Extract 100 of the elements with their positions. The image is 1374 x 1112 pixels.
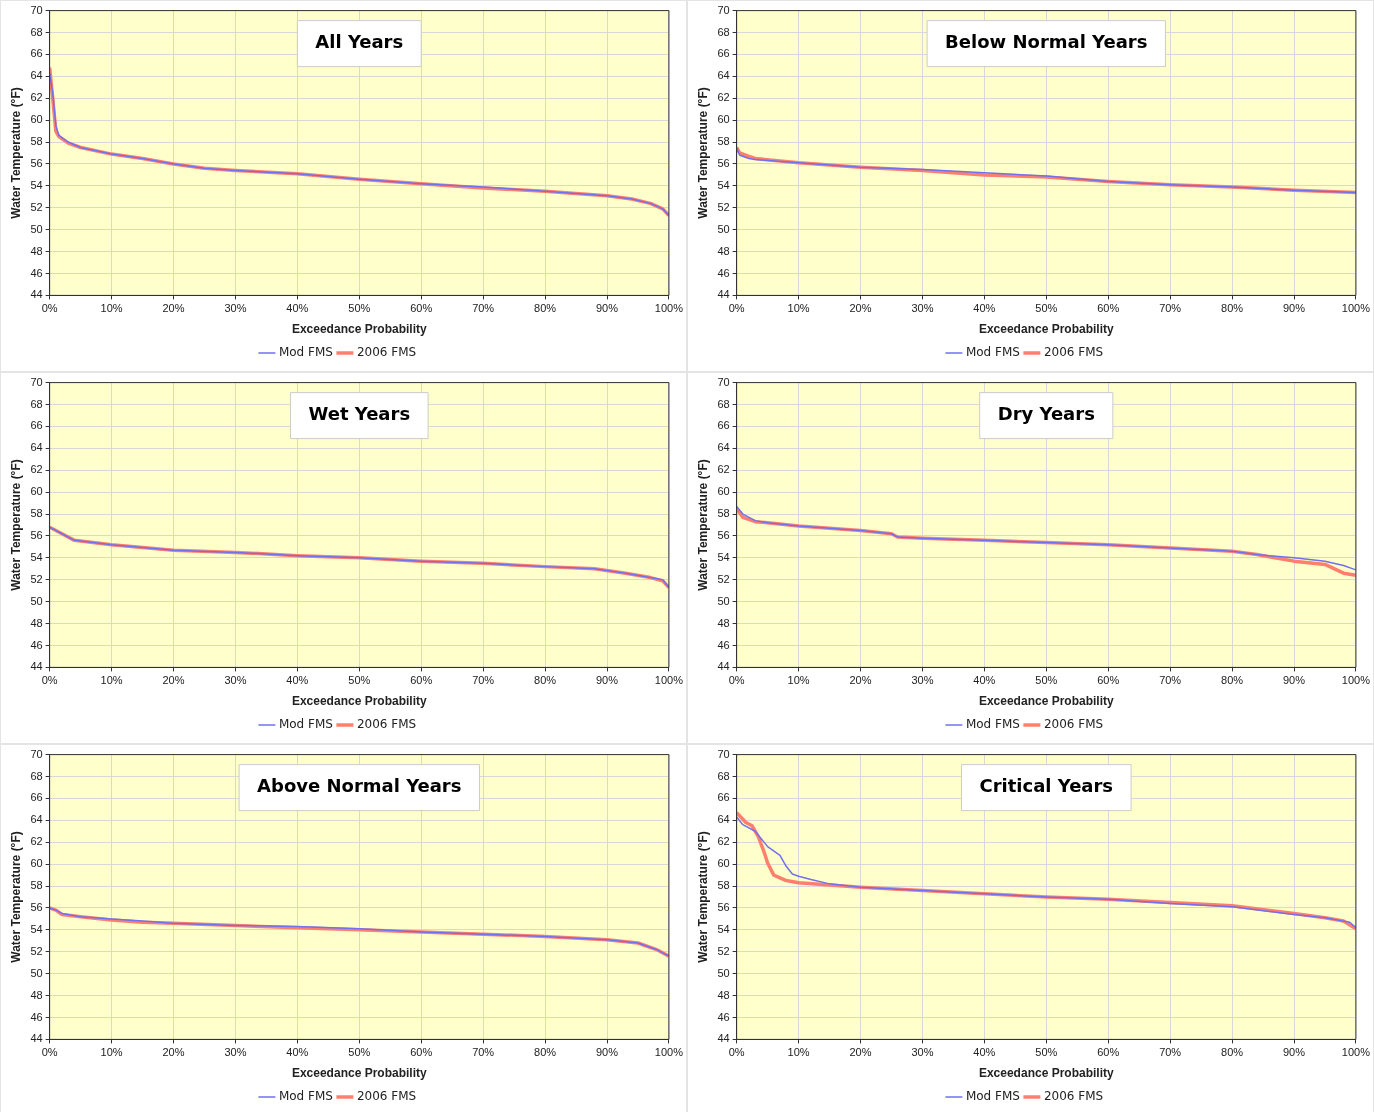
text: Below Normal Years — [945, 31, 1148, 53]
y-tick-label: 54 — [30, 550, 43, 563]
y-tick-label: 48 — [30, 616, 43, 629]
y-tick-label: 48 — [30, 988, 43, 1001]
x-tick-label: 30% — [224, 302, 247, 315]
y-tick-label: 62 — [30, 463, 43, 476]
y-tick-label: 64 — [717, 441, 730, 454]
y-axis-title: Water Temperature (°F) — [695, 87, 710, 219]
y-tick-label: 64 — [30, 441, 43, 454]
x-tick-label: 10% — [787, 674, 810, 687]
x-tick-label: 20% — [162, 1046, 185, 1059]
x-tick-label: 40% — [973, 302, 996, 315]
x-axis-title: Exceedance Probability — [978, 1066, 1114, 1081]
y-tick-label: 70 — [717, 3, 730, 16]
legend-label: 2006 FMS — [356, 1089, 417, 1104]
x-tick-label: 30% — [911, 1046, 934, 1059]
x-tick-label: 80% — [1221, 1046, 1244, 1059]
x-tick-label: 0% — [41, 302, 58, 315]
text: Wet Years — [308, 403, 411, 425]
y-axis-title: Water Temperature (°F) — [8, 831, 23, 963]
x-tick-label: 20% — [162, 674, 185, 687]
x-tick-label: 0% — [728, 302, 745, 315]
x-tick-label: 50% — [1035, 302, 1058, 315]
y-tick-label: 52 — [717, 200, 730, 213]
x-tick-label: 60% — [410, 302, 433, 315]
x-tick-label: 20% — [849, 302, 872, 315]
y-tick-label: 44 — [30, 288, 43, 301]
x-tick-label: 70% — [1159, 1046, 1182, 1059]
y-tick-label: 50 — [30, 966, 43, 979]
x-axis-title: Exceedance Probability — [291, 322, 427, 337]
x-tick-label: 30% — [911, 302, 934, 315]
y-tick-label: 54 — [717, 550, 730, 563]
x-tick-label: 80% — [534, 1046, 557, 1059]
legend-label: Mod FMS — [278, 717, 333, 732]
x-axis-title: Exceedance Probability — [978, 694, 1114, 709]
legend-label: Mod FMS — [965, 717, 1020, 732]
y-tick-label: 50 — [717, 594, 730, 607]
y-tick-label: 44 — [717, 660, 730, 673]
x-tick-label: 0% — [41, 1046, 58, 1059]
x-tick-label: 70% — [472, 1046, 495, 1059]
y-tick-label: 60 — [717, 857, 730, 870]
y-tick-label: 64 — [717, 813, 730, 826]
x-tick-label: 60% — [1097, 1046, 1120, 1059]
y-tick-label: 66 — [30, 419, 43, 432]
x-tick-label: 90% — [595, 674, 619, 687]
x-tick-label: 10% — [787, 1046, 810, 1059]
x-tick-label: 90% — [1282, 1046, 1306, 1059]
y-tick-label: 66 — [717, 47, 730, 60]
y-tick-label: 46 — [30, 638, 43, 651]
y-tick-label: 44 — [30, 660, 43, 673]
y-tick-label: 60 — [30, 485, 43, 498]
y-tick-label: 44 — [717, 288, 730, 301]
y-tick-label: 48 — [717, 244, 730, 257]
x-tick-label: 100% — [1341, 674, 1371, 687]
legend-label: 2006 FMS — [356, 717, 417, 732]
y-tick-label: 48 — [717, 988, 730, 1001]
y-tick-label: 44 — [30, 1032, 43, 1045]
y-tick-label: 46 — [717, 266, 730, 279]
y-tick-label: 52 — [717, 944, 730, 957]
x-tick-label: 30% — [224, 674, 247, 687]
x-tick-label: 90% — [595, 302, 619, 315]
y-tick-label: 54 — [717, 178, 730, 191]
y-tick-label: 64 — [30, 69, 43, 82]
y-axis-title: Water Temperature (°F) — [8, 87, 23, 219]
x-tick-label: 10% — [100, 674, 123, 687]
text: All Years — [315, 31, 404, 53]
y-tick-label: 56 — [30, 528, 43, 541]
y-tick-label: 48 — [717, 616, 730, 629]
legend-label: 2006 FMS — [1043, 717, 1104, 732]
y-tick-label: 46 — [717, 1010, 730, 1023]
y-tick-label: 56 — [717, 156, 730, 169]
y-tick-label: 56 — [717, 528, 730, 541]
legend-label: 2006 FMS — [1043, 345, 1104, 360]
x-tick-label: 20% — [162, 302, 185, 315]
x-tick-label: 40% — [286, 302, 309, 315]
y-tick-label: 56 — [30, 156, 43, 169]
y-tick-label: 52 — [30, 200, 43, 213]
x-tick-label: 100% — [1341, 1046, 1371, 1059]
text: Critical Years — [979, 775, 1114, 797]
y-tick-label: 70 — [717, 375, 730, 388]
y-tick-label: 58 — [717, 135, 730, 148]
x-tick-label: 90% — [595, 1046, 619, 1059]
x-tick-label: 80% — [534, 302, 557, 315]
x-tick-label: 50% — [348, 1046, 371, 1059]
y-tick-label: 64 — [30, 813, 43, 826]
x-tick-label: 60% — [410, 674, 433, 687]
x-axis-title: Exceedance Probability — [291, 1066, 427, 1081]
y-tick-label: 50 — [717, 966, 730, 979]
y-tick-label: 58 — [30, 879, 43, 892]
x-tick-label: 40% — [286, 1046, 309, 1059]
x-tick-label: 70% — [472, 674, 495, 687]
y-tick-label: 60 — [30, 857, 43, 870]
y-tick-label: 58 — [30, 507, 43, 520]
y-tick-label: 68 — [30, 397, 43, 410]
y-tick-label: 70 — [717, 747, 730, 760]
y-tick-label: 60 — [717, 113, 730, 126]
y-tick-label: 48 — [30, 244, 43, 257]
y-tick-label: 60 — [717, 485, 730, 498]
legend-label: Mod FMS — [965, 345, 1020, 360]
y-tick-label: 66 — [717, 419, 730, 432]
